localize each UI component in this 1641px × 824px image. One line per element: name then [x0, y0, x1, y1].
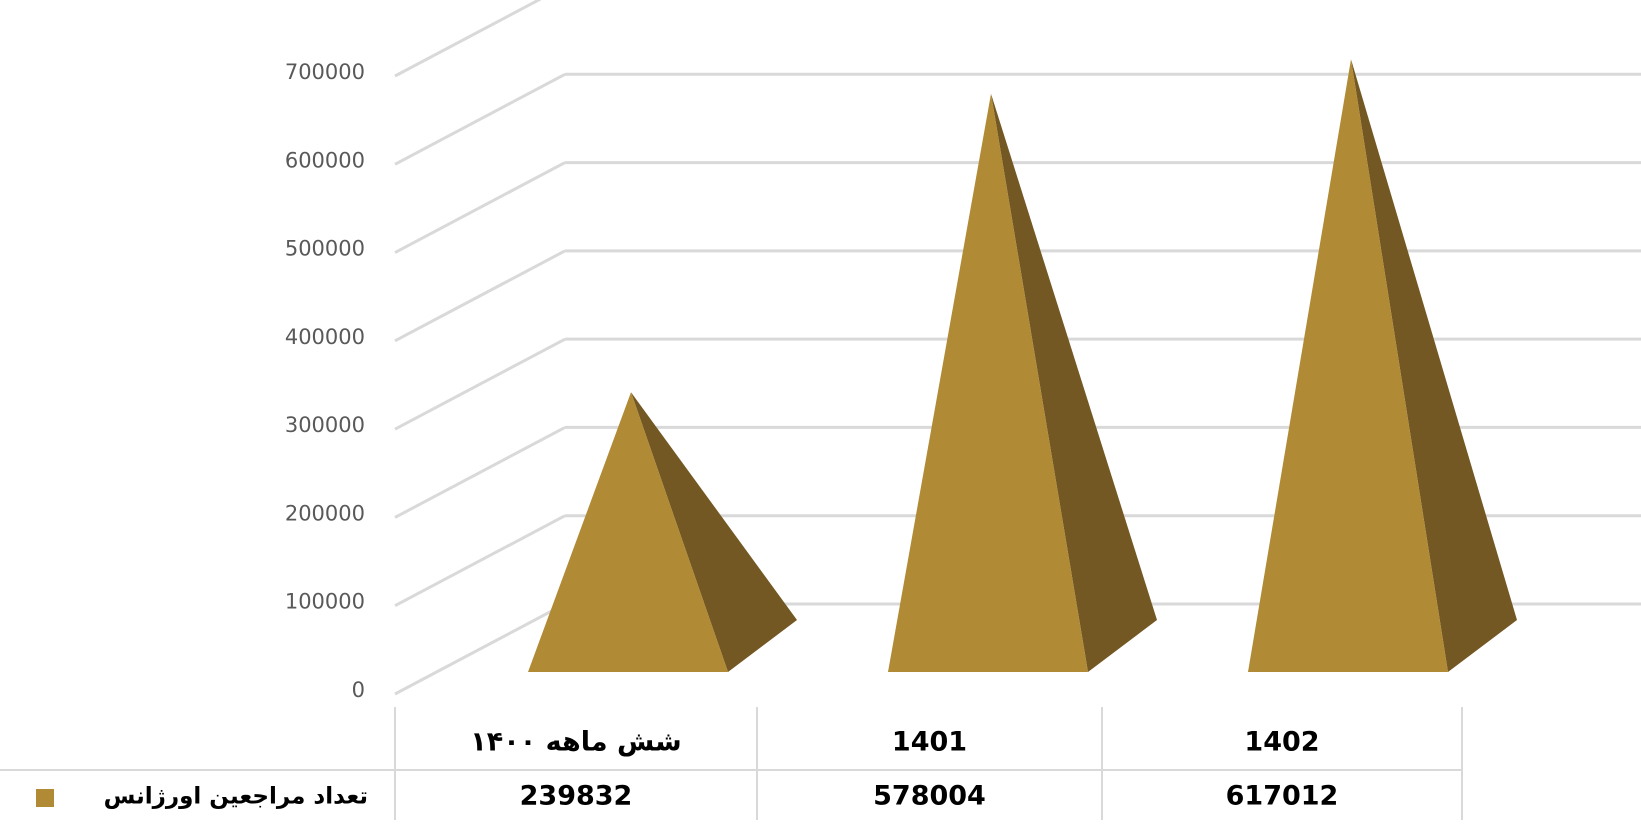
gridline-side [394, 72, 566, 166]
pyramid-bar [1248, 59, 1448, 673]
gridline-side [394, 426, 566, 519]
gridline-side [394, 249, 566, 343]
pyramid-side [991, 93, 1157, 673]
data-label: 239832 [520, 781, 633, 812]
y-tick-label: 600000 [285, 148, 365, 172]
x-tick-label: 1401 [892, 727, 967, 758]
legend-swatch [36, 789, 54, 807]
gridline-side [394, 602, 566, 696]
y-tick-label: 500000 [285, 237, 365, 261]
y-tick-label: 0 [352, 678, 365, 702]
y-tick-label: 100000 [285, 590, 365, 614]
x-tick-label: 1402 [1244, 727, 1319, 758]
y-tick-label: 700000 [285, 60, 365, 84]
gridline-side [394, 514, 566, 608]
x-tick-label: شش ماهه ۱۴۰۰ [470, 727, 681, 758]
gridline-side [394, 0, 542, 78]
pyramid-side [1351, 59, 1517, 673]
legend-label: تعداد مراجعین اورژانس [104, 784, 368, 810]
pyramid-side [631, 392, 797, 672]
y-tick-label: 400000 [285, 325, 365, 349]
gridline-side [394, 337, 566, 431]
gridline-side [394, 161, 566, 254]
pyramid-bar [528, 392, 728, 672]
data-label: 617012 [1226, 781, 1339, 812]
data-label: 578004 [873, 781, 986, 812]
y-tick-label: 300000 [285, 413, 365, 437]
y-tick-label: 200000 [285, 501, 365, 525]
pyramid-bar [888, 93, 1088, 673]
